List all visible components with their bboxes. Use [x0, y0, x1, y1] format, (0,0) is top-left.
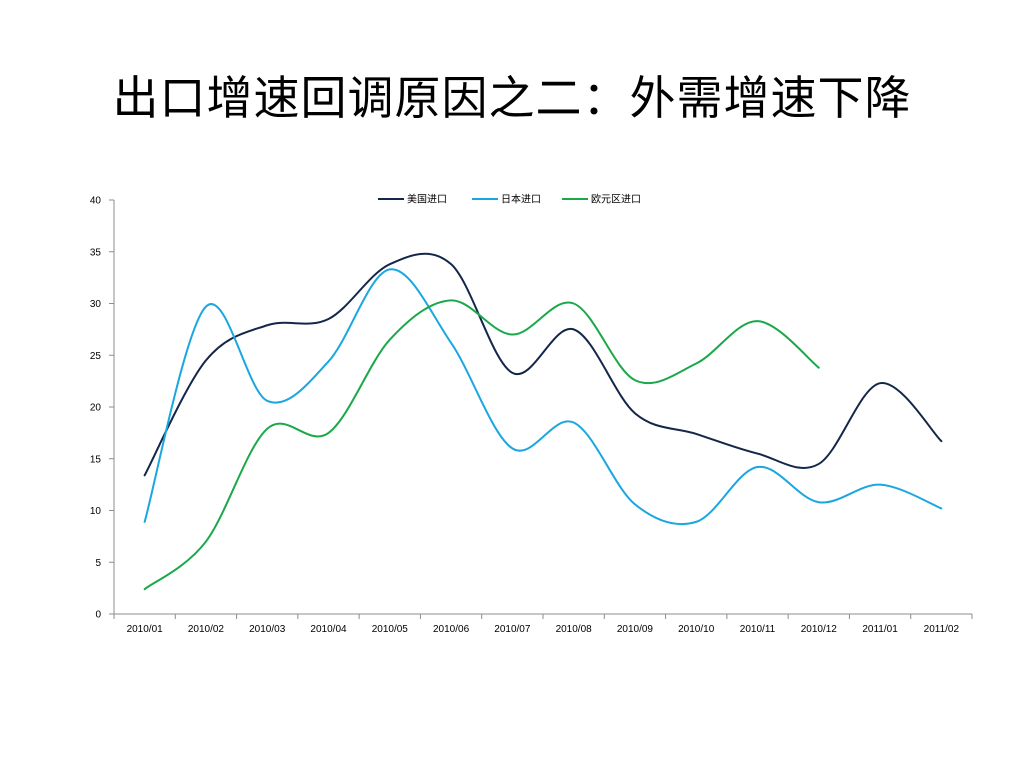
chart-series	[143, 252, 943, 591]
y-tick-label: 10	[90, 506, 102, 517]
x-tick-label: 2010/09	[617, 624, 654, 635]
x-tick-label: 2010/10	[678, 624, 715, 635]
y-tick-label: 40	[90, 196, 102, 207]
x-tick-label: 2010/08	[556, 624, 593, 635]
chart-axes: 0 5 10 15 20 25 30 35 40 2010/01 2010/02 2010/03 201…	[90, 196, 973, 635]
legend-label: 欧元区进口	[591, 194, 641, 206]
y-tick-label: 25	[90, 351, 102, 362]
x-tick-label: 2010/06	[433, 624, 470, 635]
x-tick-label: 2010/12	[801, 624, 838, 635]
y-tick-label: 30	[90, 299, 102, 310]
x-tick-label: 2011/01	[862, 624, 898, 635]
series-line-2	[143, 268, 943, 526]
legend-label: 美国进口	[407, 193, 447, 206]
y-tick-label: 5	[95, 558, 101, 569]
x-tick-label: 2010/07	[494, 624, 531, 635]
chart-legend: 美国进口 日本进口 欧元区进口	[378, 193, 641, 206]
series-line-3	[143, 299, 820, 591]
y-tick-label: 20	[90, 403, 102, 414]
x-tick-label: 2010/05	[372, 624, 409, 635]
y-tick-label: 0	[95, 610, 101, 621]
x-tick-label: 2011/02	[924, 624, 960, 635]
slide-title: 出口增速回调原因之二：外需增速下降	[112, 71, 912, 125]
x-tick-label: 2010/04	[310, 624, 347, 635]
x-tick-label: 2010/03	[249, 624, 286, 635]
series-line-1	[143, 252, 943, 477]
legend-label: 日本进口	[501, 193, 541, 206]
x-tick-label: 2010/11	[740, 624, 776, 635]
x-tick-label: 2010/02	[188, 624, 225, 635]
y-tick-label: 35	[90, 247, 102, 258]
y-tick-label: 15	[90, 454, 102, 465]
x-tick-label: 2010/01	[127, 624, 164, 635]
